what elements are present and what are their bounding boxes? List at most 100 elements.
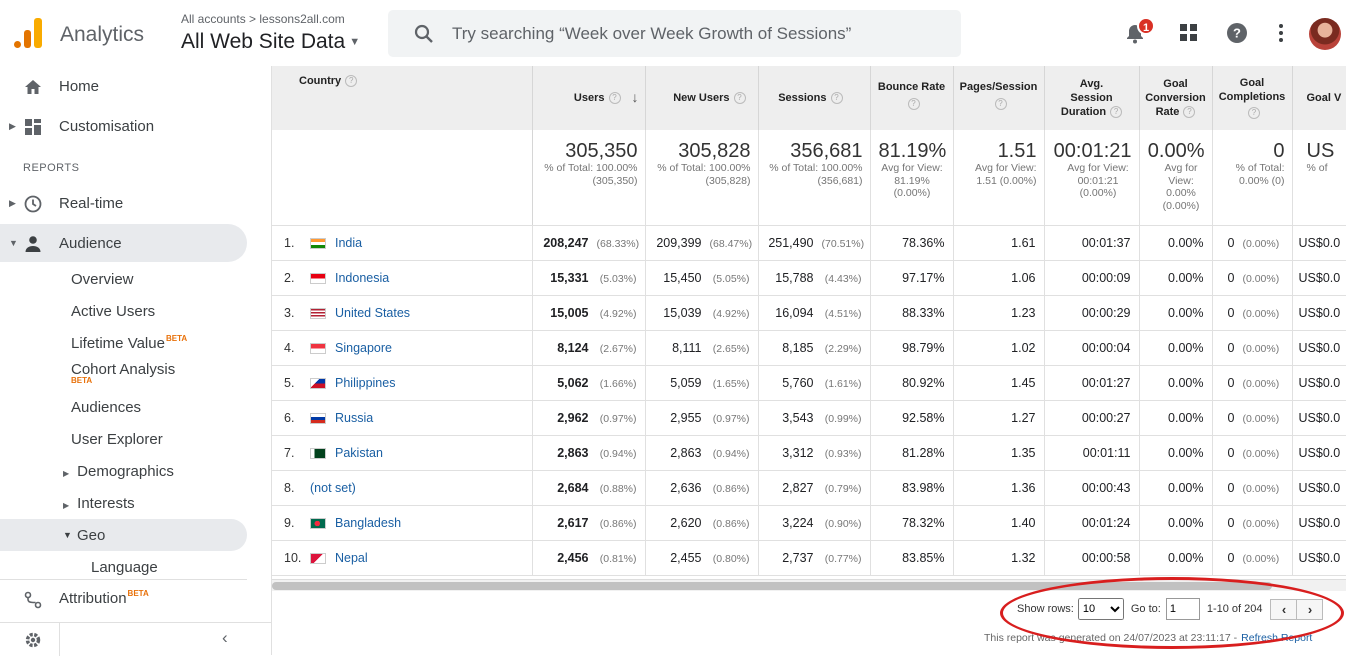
new-users-pct: (5.05%) — [710, 273, 750, 285]
country-link[interactable]: Philippines — [335, 376, 395, 390]
more-vert-icon[interactable] — [1270, 22, 1292, 44]
cell-country: 4.Singapore — [272, 330, 532, 365]
sidebar-item-geo[interactable]: ▼ Geo — [0, 519, 247, 551]
sidebar-item-demographics[interactable]: ▶Demographics — [63, 463, 174, 480]
cell-sessions: 2,737(0.77%) — [758, 540, 870, 575]
cell-goal-value: US$0.0 — [1292, 435, 1346, 470]
cell-bounce-rate: 92.58% — [870, 400, 953, 435]
search-input[interactable] — [452, 10, 942, 57]
sidebar-item-label: Audience — [59, 235, 122, 252]
sidebar-item-audiences[interactable]: Audiences — [71, 399, 141, 416]
header-bounce-rate[interactable]: Bounce Rate? — [870, 66, 953, 130]
header-avg-session-duration[interactable]: Avg. Session Duration? — [1044, 66, 1139, 130]
country-link[interactable]: Indonesia — [335, 271, 389, 285]
horizontal-scrollbar[interactable] — [272, 579, 1346, 591]
header-goal-value[interactable]: Goal V — [1292, 66, 1346, 130]
table-row[interactable]: 8.(not set)2,684(0.88%)2,636(0.86%)2,827… — [272, 470, 1346, 505]
cell-users: 2,617(0.86%) — [532, 505, 645, 540]
collapse-sidebar-icon[interactable]: ‹ — [222, 628, 228, 648]
sidebar-item-interests[interactable]: ▶Interests — [63, 495, 135, 512]
view-selector[interactable]: All Web Site Data▼ — [181, 30, 360, 54]
help-icon[interactable]: ? — [1248, 107, 1260, 119]
new-users-pct: (0.80%) — [710, 553, 750, 565]
goto-input[interactable] — [1166, 598, 1200, 620]
header-sessions[interactable]: Sessions? — [758, 66, 870, 130]
caret-right-icon: ▶ — [9, 121, 16, 132]
header-new-users[interactable]: New Users? — [645, 66, 758, 130]
country-link[interactable]: Nepal — [335, 551, 368, 565]
help-icon[interactable]: ? — [995, 98, 1007, 110]
new-users-value: 15,039 — [663, 306, 701, 320]
country-link[interactable]: Singapore — [335, 341, 392, 355]
sidebar-item-customisation[interactable]: ▶ Customisation — [0, 107, 247, 145]
avatar[interactable] — [1309, 18, 1341, 50]
country-link[interactable]: Pakistan — [335, 446, 383, 460]
total-value: 00:01:21 — [1049, 140, 1132, 162]
sessions-value: 3,312 — [782, 446, 813, 460]
country-flag-icon — [310, 448, 326, 459]
sort-desc-icon[interactable]: ↓ — [632, 90, 639, 104]
sidebar-item-active-users[interactable]: Active Users — [71, 303, 155, 320]
help-icon[interactable]: ? — [908, 98, 920, 110]
country-link[interactable]: (not set) — [310, 481, 356, 495]
gc-value: 0 — [1228, 376, 1235, 390]
header-country[interactable]: Country? — [272, 66, 532, 130]
refresh-report-link[interactable]: Refresh Report — [1241, 632, 1312, 644]
sidebar-item-user-explorer[interactable]: User Explorer — [71, 431, 163, 448]
total-value: 1.51 — [958, 140, 1037, 162]
users-pct: (68.33%) — [597, 238, 637, 250]
help-icon[interactable]: ? — [1110, 106, 1122, 118]
country-link[interactable]: Bangladesh — [335, 516, 401, 530]
show-rows-select[interactable]: 10 — [1078, 598, 1124, 620]
header-goal-completions[interactable]: Goal Completions? — [1212, 66, 1292, 130]
help-icon[interactable]: ? — [734, 92, 746, 104]
sidebar-item-audience[interactable]: ▼ Audience — [0, 224, 247, 262]
next-page-button[interactable]: › — [1296, 599, 1323, 620]
account-breadcrumb[interactable]: All accounts > lessons2all.com — [181, 12, 345, 26]
scrollbar-thumb[interactable] — [272, 582, 1272, 590]
cell-country: 1.India — [272, 225, 532, 260]
country-link[interactable]: India — [335, 236, 362, 250]
help-icon[interactable]: ? — [345, 75, 357, 87]
prev-page-button[interactable]: ‹ — [1270, 599, 1297, 620]
analytics-logo-icon[interactable] — [14, 18, 42, 48]
sidebar-item-home[interactable]: Home — [0, 67, 247, 105]
sidebar-item-language[interactable]: Language — [91, 559, 158, 576]
country-link[interactable]: United States — [335, 306, 410, 320]
gear-icon[interactable] — [24, 631, 42, 649]
total-sub: Avg for View: 1.51 (0.00%) — [958, 162, 1037, 187]
total-goal-value: US% of — [1292, 130, 1346, 225]
sidebar-item-overview[interactable]: Overview — [71, 271, 134, 288]
header-pages-session[interactable]: Pages/Session? — [953, 66, 1044, 130]
users-pct: (0.94%) — [597, 448, 637, 460]
cell-bounce-rate: 80.92% — [870, 365, 953, 400]
help-icon[interactable]: ? — [609, 92, 621, 104]
gc-value: 0 — [1228, 236, 1235, 250]
header-users[interactable]: Users?↓ — [532, 66, 645, 130]
apps-grid-icon[interactable] — [1178, 22, 1200, 44]
sidebar-item-lifetime-value[interactable]: Lifetime ValueBETA — [71, 335, 187, 352]
header-goal-conversion-rate[interactable]: Goal Conversion Rate? — [1139, 66, 1212, 130]
help-icon[interactable]: ? — [1226, 22, 1248, 44]
sidebar-item-attribution[interactable]: AttributionBETA — [0, 579, 247, 617]
cell-sessions: 16,094(4.51%) — [758, 295, 870, 330]
notification-badge: 1 — [1137, 17, 1155, 35]
search-box[interactable] — [388, 10, 961, 57]
help-icon[interactable]: ? — [1183, 106, 1195, 118]
header-label: Goal Completions — [1219, 77, 1286, 103]
country-link[interactable]: Russia — [335, 411, 373, 425]
help-icon[interactable]: ? — [831, 92, 843, 104]
gc-value: 0 — [1228, 551, 1235, 565]
cell-goal-value: US$0.0 — [1292, 400, 1346, 435]
new-users-pct: (0.97%) — [710, 413, 750, 425]
sidebar-item-realtime[interactable]: ▶ Real-time — [0, 184, 247, 222]
